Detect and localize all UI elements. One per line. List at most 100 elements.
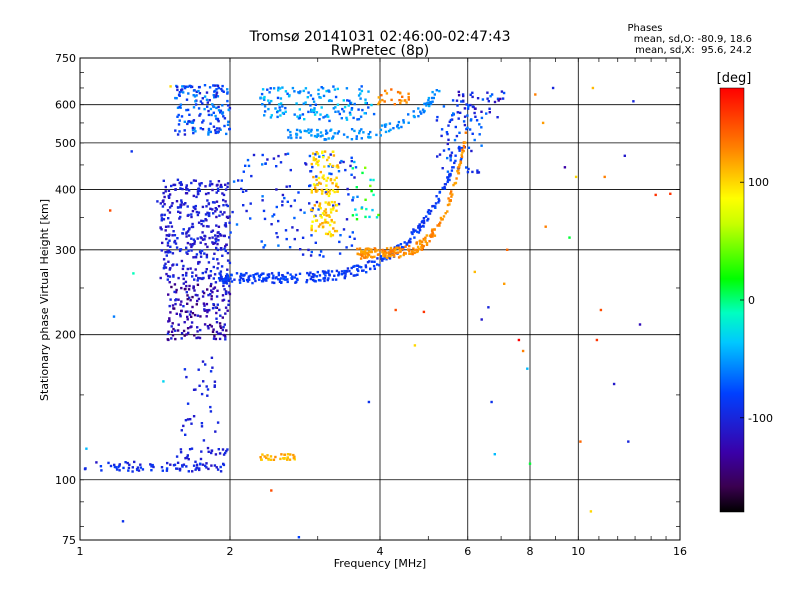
data-point (166, 250, 169, 253)
data-point (329, 178, 333, 181)
data-point (438, 153, 442, 156)
data-point (424, 215, 428, 218)
data-point (403, 241, 406, 244)
data-point (276, 235, 279, 239)
data-point (296, 229, 299, 232)
data-point (259, 456, 262, 459)
data-point (214, 240, 218, 243)
data-point (226, 123, 230, 126)
data-point (217, 277, 221, 280)
data-point (322, 277, 325, 280)
data-point (309, 94, 313, 97)
data-point (183, 133, 187, 136)
data-point (200, 425, 204, 428)
data-point (336, 132, 339, 135)
data-point (309, 254, 313, 257)
data-point (408, 244, 411, 248)
data-point (433, 93, 436, 96)
data-point (324, 191, 328, 194)
data-point (322, 116, 325, 119)
data-point (419, 239, 422, 243)
data-point (377, 96, 380, 99)
data-point (208, 99, 211, 102)
data-point (324, 129, 328, 132)
data-point (375, 133, 378, 137)
data-point (186, 402, 190, 405)
data-point (563, 166, 567, 169)
data-point (297, 191, 300, 194)
data-point (197, 336, 200, 339)
data-point (356, 268, 359, 271)
colorbar-label: [deg] (717, 71, 752, 86)
data-point (162, 191, 165, 195)
data-point (226, 185, 229, 189)
data-point (262, 272, 265, 275)
data-point (274, 107, 277, 110)
data-point (201, 231, 204, 234)
data-point (311, 207, 314, 210)
data-point (164, 251, 167, 254)
data-point (322, 177, 326, 181)
data-point (603, 175, 606, 179)
data-point (321, 189, 324, 193)
data-point (202, 219, 205, 223)
data-point (314, 189, 318, 193)
data-point (324, 208, 327, 211)
data-point (462, 120, 466, 123)
data-point (332, 227, 335, 230)
data-point (346, 187, 349, 191)
data-point (269, 116, 273, 119)
data-point (349, 113, 352, 116)
data-point (176, 467, 179, 470)
data-point (356, 118, 359, 121)
data-point (206, 310, 209, 314)
data-point (200, 222, 203, 226)
data-point (320, 192, 324, 195)
data-point (266, 454, 269, 457)
data-point (133, 460, 136, 464)
data-point (432, 233, 435, 236)
data-point (353, 102, 356, 106)
data-point (349, 272, 353, 275)
data-point (377, 213, 380, 217)
data-point (226, 309, 229, 312)
data-point (174, 329, 177, 332)
data-point (204, 218, 207, 221)
data-point (193, 313, 197, 317)
data-point (311, 209, 314, 212)
data-point (181, 85, 184, 88)
data-point (354, 208, 357, 211)
data-point (204, 192, 208, 196)
data-point (197, 262, 200, 265)
data-point (229, 277, 232, 280)
data-point (317, 208, 320, 211)
data-point (277, 244, 280, 247)
data-point (167, 217, 170, 220)
data-point (167, 320, 170, 323)
data-point (200, 392, 204, 396)
data-point (186, 267, 189, 271)
data-point (176, 115, 179, 118)
data-point (180, 199, 183, 202)
data-point (327, 190, 330, 194)
data-point (335, 184, 338, 188)
data-point (407, 98, 410, 101)
data-point (217, 332, 220, 335)
data-point (170, 285, 173, 289)
data-point (314, 219, 318, 222)
data-point (357, 118, 361, 121)
data-point (333, 190, 336, 194)
data-point (323, 270, 326, 273)
data-point (281, 204, 284, 207)
data-point (394, 308, 397, 312)
data-point (313, 107, 316, 110)
data-point (446, 180, 449, 184)
data-point (488, 111, 491, 114)
data-point (245, 272, 248, 275)
data-point (424, 236, 427, 239)
data-point (286, 453, 290, 456)
data-point (440, 134, 443, 138)
data-point (425, 104, 428, 107)
data-point (375, 249, 378, 252)
data-point (204, 464, 207, 468)
